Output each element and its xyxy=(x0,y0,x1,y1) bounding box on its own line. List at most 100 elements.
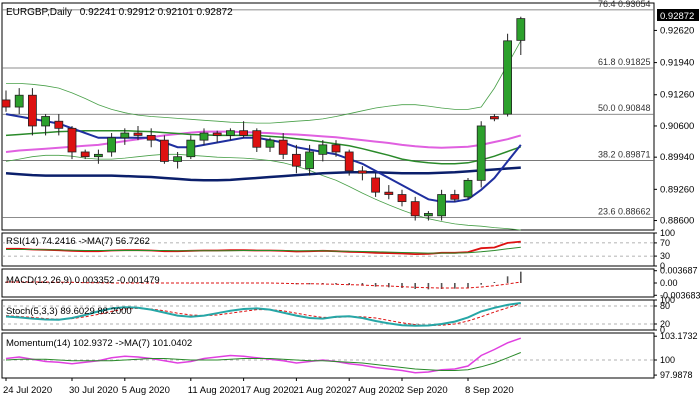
momentum-tick-label: 97.9878 xyxy=(660,370,693,380)
fibo-label: 76.4 0.93054 xyxy=(598,0,651,9)
candle-body[interactable] xyxy=(371,177,381,193)
price-tick-label: 0.89260 xyxy=(660,184,694,195)
ma-navy-line xyxy=(5,166,521,182)
rsi-tick-label: 100 xyxy=(660,228,675,238)
candle-body[interactable] xyxy=(516,18,526,41)
time-axis: 24 Jul 2020 30 Jul 2020 5 Aug 2020 11 Aug 2… xyxy=(3,378,514,396)
stochastic-panel[interactable] xyxy=(2,302,654,327)
rsi-tick-label: 0 xyxy=(660,261,665,271)
candle-body[interactable] xyxy=(54,120,64,129)
candle-body[interactable] xyxy=(437,194,447,217)
candle-body[interactable] xyxy=(357,170,367,174)
band-upper-line xyxy=(6,40,522,124)
fibonacci-levels: 76.4 0.93054 61.8 0.91825 50.0 0.90848 38.2… xyxy=(2,0,654,219)
ma-green-line xyxy=(5,129,522,165)
candle-body[interactable] xyxy=(476,125,486,181)
candle-body[interactable] xyxy=(252,130,262,148)
candle-body[interactable] xyxy=(344,151,354,172)
price-tick-label: 0.89940 xyxy=(660,152,694,163)
panel-frame-main xyxy=(1,2,655,231)
band-lower-line xyxy=(5,153,521,231)
price-panel[interactable]: 76.4 0.93054 61.8 0.91825 50.0 0.90848 38.2… xyxy=(1,0,654,231)
stoch-tick-label: 80 xyxy=(660,301,670,311)
fibo-label: 38.2 0.89871 xyxy=(598,149,651,159)
macd-tick-label: 0.003687 xyxy=(660,266,698,276)
time-tick-label: 11 Aug 2020 xyxy=(188,385,241,396)
ma-blue-line xyxy=(5,113,522,203)
candle-body[interactable] xyxy=(503,40,513,115)
time-tick-label: 17 Aug 2020 xyxy=(241,385,294,396)
chart-header: EURGBP,Daily 0.92241 0.92912 0.92101 0.9… xyxy=(6,7,233,18)
candle-body[interactable] xyxy=(423,213,433,217)
candle-body[interactable] xyxy=(94,153,103,158)
time-tick-label: 24 Jul 2020 xyxy=(3,385,52,396)
candle-body[interactable] xyxy=(159,139,169,162)
time-tick-label: 21 Aug 2020 xyxy=(293,385,346,396)
rsi-tick-label: 70 xyxy=(660,238,670,248)
time-tick-label: 5 Aug 2020 xyxy=(122,385,170,396)
candle-body[interactable] xyxy=(384,191,394,195)
current-price-label: 0.92872 xyxy=(660,11,694,22)
candle-body[interactable] xyxy=(41,116,50,127)
candle-body[interactable] xyxy=(199,132,209,141)
rsi-panel[interactable] xyxy=(2,240,654,257)
ohlc-label: 0.92241 0.92912 0.92101 0.92872 xyxy=(80,7,233,18)
price-axis: 0.92620 0.91940 0.91260 0.90600 0.89940 0.892… xyxy=(654,25,694,227)
candle-body[interactable] xyxy=(410,201,420,217)
candle-body[interactable] xyxy=(265,139,275,148)
rsi-label: RSI(14) 74.2416 ->MA(7) 56.7262 xyxy=(6,236,150,247)
macd-label: MACD(12,26,9) 0.003352 -0.001479 xyxy=(6,275,160,286)
candle-body[interactable] xyxy=(146,135,156,141)
candle-body[interactable] xyxy=(450,194,460,200)
candle-body[interactable] xyxy=(173,156,183,162)
macd-panel[interactable] xyxy=(5,271,522,290)
time-tick-label: 30 Jul 2020 xyxy=(69,385,118,396)
stoch-tick-label: 0 xyxy=(660,325,665,335)
stoch-tick-label: 100 xyxy=(660,295,675,305)
stoch-label: Stoch(5,3,3) 89.6029 88.2000 xyxy=(6,306,132,317)
momentum-tick-label: 103.1732 xyxy=(660,331,698,341)
candle-body[interactable] xyxy=(67,127,77,153)
candle-body[interactable] xyxy=(186,139,196,158)
candle-body[interactable] xyxy=(397,194,407,203)
time-tick-label: 8 Sep 2020 xyxy=(465,385,514,396)
stoch-main-line xyxy=(5,302,521,327)
candle-body[interactable] xyxy=(212,132,222,136)
candle-body[interactable] xyxy=(331,144,341,153)
candle-body[interactable] xyxy=(278,139,288,155)
price-tick-label: 0.88600 xyxy=(660,216,694,227)
price-tick-label: 0.90600 xyxy=(660,121,694,132)
panel-frame-mom xyxy=(1,332,655,379)
momentum-ma-line xyxy=(5,352,521,371)
symbol-label: EURGBP,Daily xyxy=(6,7,72,18)
candle-body[interactable] xyxy=(14,94,24,108)
rsi-tick-label: 30 xyxy=(660,251,670,261)
panel-frame-rsi xyxy=(1,232,655,267)
candle-body[interactable] xyxy=(305,151,315,169)
momentum-panel[interactable] xyxy=(2,337,654,374)
momentum-tick-label: 100 xyxy=(660,355,675,365)
panel-frame-stoch xyxy=(1,299,655,331)
candlesticks[interactable] xyxy=(1,16,526,221)
candle-body[interactable] xyxy=(291,153,301,167)
candle-body[interactable] xyxy=(239,130,249,136)
candle-body[interactable] xyxy=(120,132,130,139)
candle-body[interactable] xyxy=(27,94,37,127)
macd-tick-label: -0.003683 xyxy=(660,290,700,300)
candle-body[interactable] xyxy=(133,132,143,136)
candle-body[interactable] xyxy=(80,151,90,158)
fibo-label: 61.8 0.91825 xyxy=(598,57,651,67)
candle-body[interactable] xyxy=(489,116,499,120)
stoch-tick-label: 20 xyxy=(660,319,670,329)
fibo-label: 23.6 0.88662 xyxy=(598,207,651,217)
time-tick-label: 2 Sep 2020 xyxy=(399,385,448,396)
macd-signal-line xyxy=(6,281,521,289)
moving-average-lines xyxy=(5,40,522,231)
candle-body[interactable] xyxy=(318,144,328,155)
ma-pink-line xyxy=(5,130,522,153)
candle-body[interactable] xyxy=(463,179,473,198)
candle-body[interactable] xyxy=(107,137,116,153)
candle-body[interactable] xyxy=(225,130,235,136)
candle-body[interactable] xyxy=(1,99,11,108)
